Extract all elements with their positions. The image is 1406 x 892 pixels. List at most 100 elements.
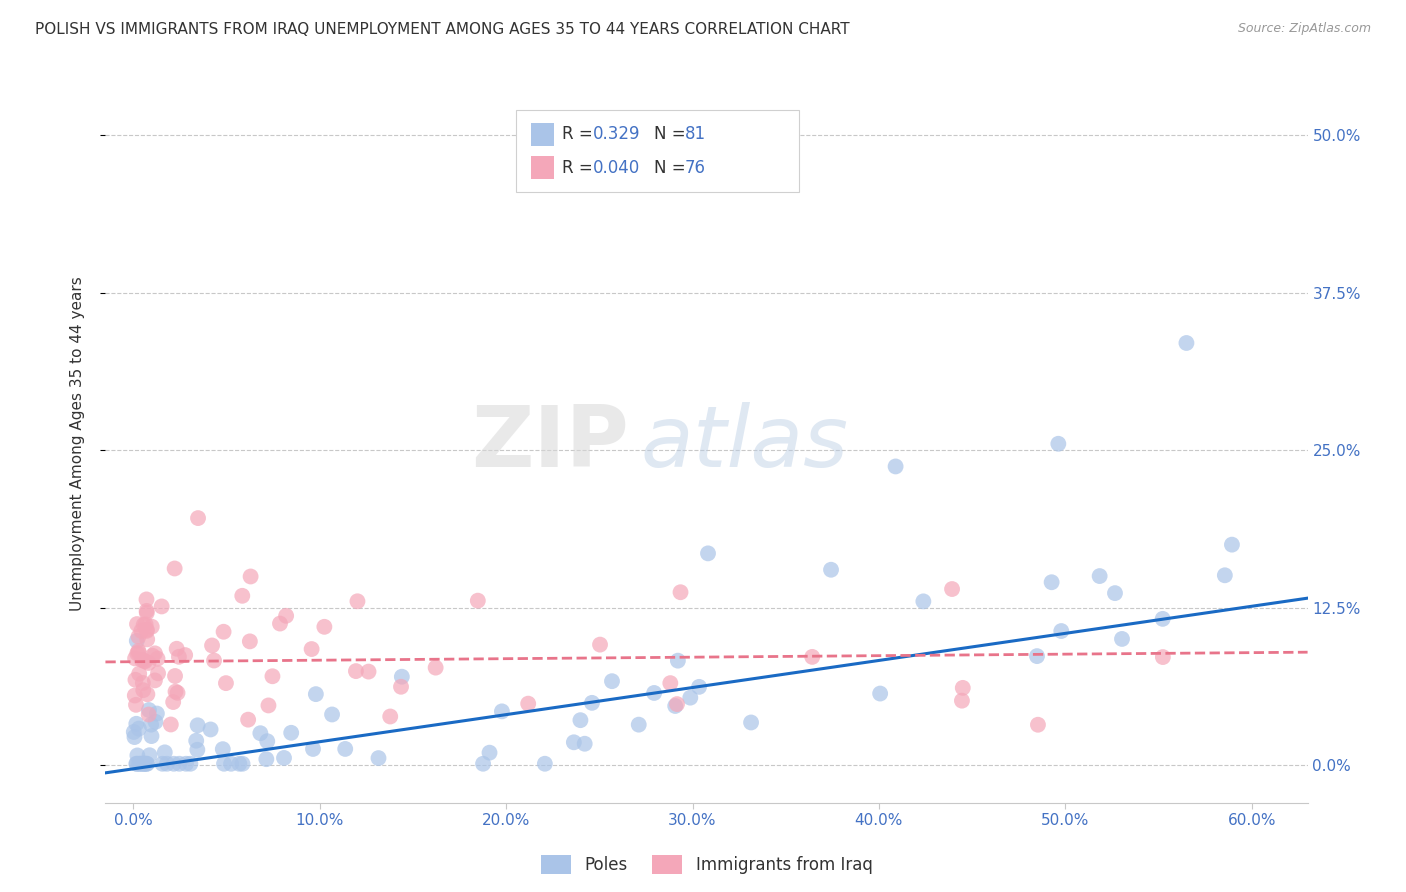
Point xyxy=(215,676,238,690)
Text: 76: 76 xyxy=(685,159,706,177)
Point xyxy=(231,756,253,771)
Point xyxy=(187,718,209,732)
Point xyxy=(136,687,159,701)
Point xyxy=(1175,336,1198,351)
Point xyxy=(254,752,277,766)
Point xyxy=(174,756,197,771)
Point xyxy=(125,698,148,712)
Point xyxy=(643,686,665,700)
Point xyxy=(127,748,149,763)
Point xyxy=(134,756,156,771)
Point xyxy=(135,624,157,638)
Point xyxy=(569,713,592,727)
Point xyxy=(159,717,181,731)
Point xyxy=(201,639,224,653)
Text: Source: ZipAtlas.com: Source: ZipAtlas.com xyxy=(1237,22,1371,36)
Point xyxy=(600,674,623,689)
Point xyxy=(1152,612,1174,626)
Point xyxy=(367,751,389,765)
Point xyxy=(740,715,762,730)
Point xyxy=(124,730,146,744)
Point xyxy=(1111,632,1133,646)
Point xyxy=(132,756,155,771)
Text: 81: 81 xyxy=(685,125,706,144)
Point xyxy=(135,592,157,607)
Point xyxy=(134,654,156,668)
Point xyxy=(124,651,146,665)
Point xyxy=(249,726,271,740)
Point xyxy=(273,751,295,765)
Point xyxy=(128,666,150,681)
Point xyxy=(1047,437,1070,451)
Point xyxy=(152,756,174,771)
Point xyxy=(136,632,159,647)
Point xyxy=(212,756,235,771)
Point xyxy=(138,703,160,717)
Point xyxy=(124,673,146,687)
Point xyxy=(129,756,152,771)
Point xyxy=(179,756,201,771)
Point xyxy=(801,649,824,664)
Point xyxy=(669,585,692,599)
Point xyxy=(357,665,380,679)
Point xyxy=(280,726,302,740)
Point xyxy=(150,599,173,614)
Point xyxy=(697,546,720,560)
Point xyxy=(679,690,702,705)
Point xyxy=(912,594,935,608)
Point xyxy=(163,561,186,575)
Point xyxy=(491,704,513,718)
Point xyxy=(335,742,357,756)
Point xyxy=(166,641,188,656)
Point xyxy=(666,654,689,668)
Point xyxy=(163,756,186,771)
Text: POLISH VS IMMIGRANTS FROM IRAQ UNEMPLOYMENT AMONG AGES 35 TO 44 YEARS CORRELATIO: POLISH VS IMMIGRANTS FROM IRAQ UNEMPLOYM… xyxy=(35,22,849,37)
Point xyxy=(1026,717,1049,731)
Point xyxy=(257,698,280,713)
Point xyxy=(239,634,262,648)
Point xyxy=(135,623,157,637)
Point xyxy=(135,617,157,632)
Point xyxy=(166,686,188,700)
Point xyxy=(202,653,225,667)
Y-axis label: Unemployment Among Ages 35 to 44 years: Unemployment Among Ages 35 to 44 years xyxy=(70,277,84,611)
Point xyxy=(346,594,368,608)
Point xyxy=(186,743,208,757)
Point xyxy=(167,649,190,664)
Point xyxy=(165,669,187,683)
Point xyxy=(952,681,974,695)
Point xyxy=(146,666,169,681)
Point xyxy=(581,696,603,710)
Point xyxy=(131,756,153,771)
Point xyxy=(231,589,253,603)
Point xyxy=(517,697,540,711)
Point xyxy=(186,733,208,747)
Point xyxy=(302,742,325,756)
Point xyxy=(138,748,160,763)
Point xyxy=(301,642,323,657)
Point xyxy=(138,707,160,722)
Point xyxy=(534,756,557,771)
Point xyxy=(236,713,259,727)
Point xyxy=(950,693,973,707)
Point xyxy=(941,582,963,596)
Point xyxy=(128,646,150,660)
Point xyxy=(211,742,233,756)
Point xyxy=(128,722,150,736)
Point xyxy=(132,683,155,698)
Point xyxy=(125,756,148,771)
Point xyxy=(125,633,148,648)
Point xyxy=(143,673,166,688)
Point xyxy=(1050,624,1073,638)
Point xyxy=(131,653,153,667)
Point xyxy=(344,664,367,678)
Point xyxy=(156,756,179,771)
Point xyxy=(472,756,495,771)
Point xyxy=(146,651,169,665)
Point xyxy=(141,729,163,743)
Point xyxy=(200,723,222,737)
Point xyxy=(174,648,197,662)
Text: ZIP: ZIP xyxy=(471,402,628,485)
Point xyxy=(135,606,157,620)
Point xyxy=(321,707,343,722)
